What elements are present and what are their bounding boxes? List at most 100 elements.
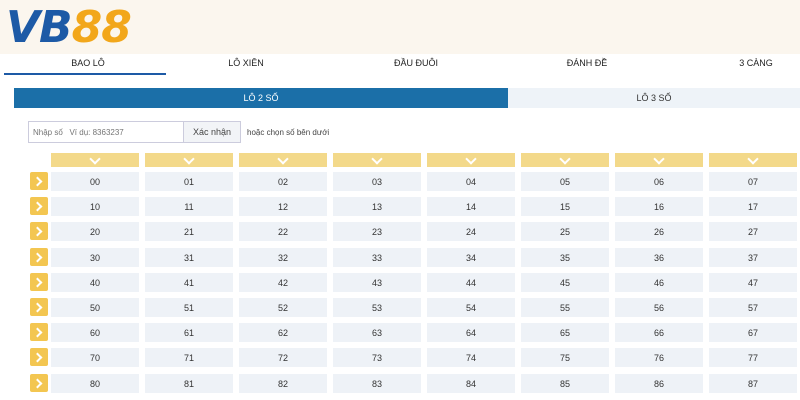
number-cell[interactable]: 24: [427, 222, 515, 241]
number-cell[interactable]: 11: [145, 197, 233, 216]
number-cell[interactable]: 44: [427, 273, 515, 292]
number-cell[interactable]: 15: [521, 197, 609, 216]
number-cell[interactable]: 74: [427, 348, 515, 367]
number-cell[interactable]: 54: [427, 298, 515, 317]
number-cell[interactable]: 02: [239, 172, 327, 191]
subtab-lo-3-so[interactable]: LÔ 3 SỐ: [508, 88, 800, 108]
column-select-button[interactable]: [51, 152, 139, 167]
number-cell[interactable]: 60: [51, 323, 139, 342]
number-cell[interactable]: 47: [709, 273, 797, 292]
number-cell[interactable]: 10: [51, 197, 139, 216]
row-select-button[interactable]: [30, 323, 48, 341]
column-select-button[interactable]: [333, 152, 421, 167]
number-cell[interactable]: 66: [615, 323, 703, 342]
number-cell[interactable]: 13: [333, 197, 421, 216]
number-cell[interactable]: 84: [427, 374, 515, 393]
number-cell[interactable]: 50: [51, 298, 139, 317]
number-cell[interactable]: 81: [145, 374, 233, 393]
number-cell[interactable]: 42: [239, 273, 327, 292]
number-cell[interactable]: 73: [333, 348, 421, 367]
column-select-button[interactable]: [615, 152, 703, 167]
number-cell[interactable]: 22: [239, 222, 327, 241]
number-cell[interactable]: 57: [709, 298, 797, 317]
number-cell[interactable]: 21: [145, 222, 233, 241]
tab-lo-xien[interactable]: LÔ XIÊN: [228, 58, 264, 68]
row-select-button[interactable]: [30, 172, 48, 190]
number-cell[interactable]: 65: [521, 323, 609, 342]
number-cell[interactable]: 23: [333, 222, 421, 241]
number-cell[interactable]: 52: [239, 298, 327, 317]
row-select-button[interactable]: [30, 374, 48, 392]
number-cell[interactable]: 61: [145, 323, 233, 342]
tab-bao-lo[interactable]: BAO LÔ: [71, 58, 105, 68]
number-cell[interactable]: 64: [427, 323, 515, 342]
subtab-lo-2-so[interactable]: LÔ 2 SỐ: [14, 88, 508, 108]
number-cell[interactable]: 46: [615, 273, 703, 292]
number-cell[interactable]: 53: [333, 298, 421, 317]
number-cell[interactable]: 71: [145, 348, 233, 367]
number-cell[interactable]: 67: [709, 323, 797, 342]
tab-dau-duoi[interactable]: ĐẦU ĐUÔI: [393, 58, 438, 68]
row-select-button[interactable]: [30, 197, 48, 215]
chevron-right-icon: [32, 201, 43, 211]
number-cell[interactable]: 62: [239, 323, 327, 342]
number-input[interactable]: [28, 121, 184, 143]
number-cell[interactable]: 55: [521, 298, 609, 317]
number-cell[interactable]: 35: [521, 248, 609, 267]
row-select-button[interactable]: [30, 298, 48, 316]
column-select-button[interactable]: [427, 152, 515, 167]
logo[interactable]: VB 88: [6, 2, 132, 53]
number-cell[interactable]: 87: [709, 374, 797, 393]
tab-danh-de[interactable]: ĐÁNH ĐỀ: [566, 58, 608, 68]
number-cell[interactable]: 80: [51, 374, 139, 393]
number-cell[interactable]: 25: [521, 222, 609, 241]
number-cell[interactable]: 70: [51, 348, 139, 367]
row-select-button[interactable]: [30, 348, 48, 366]
row-select-button[interactable]: [30, 248, 48, 266]
number-cell[interactable]: 43: [333, 273, 421, 292]
number-cell[interactable]: 05: [521, 172, 609, 191]
number-cell[interactable]: 82: [239, 374, 327, 393]
number-cell[interactable]: 26: [615, 222, 703, 241]
number-cell[interactable]: 36: [615, 248, 703, 267]
column-select-button[interactable]: [145, 152, 233, 167]
number-cell[interactable]: 31: [145, 248, 233, 267]
number-cell[interactable]: 12: [239, 197, 327, 216]
number-cell[interactable]: 14: [427, 197, 515, 216]
number-cell[interactable]: 86: [615, 374, 703, 393]
row-select-button[interactable]: [30, 222, 48, 240]
column-select-button[interactable]: [521, 152, 609, 167]
number-cell[interactable]: 45: [521, 273, 609, 292]
number-cell[interactable]: 16: [615, 197, 703, 216]
number-cell[interactable]: 77: [709, 348, 797, 367]
number-cell[interactable]: 03: [333, 172, 421, 191]
number-cell[interactable]: 85: [521, 374, 609, 393]
number-cell[interactable]: 04: [427, 172, 515, 191]
number-cell[interactable]: 37: [709, 248, 797, 267]
tab-3-cang[interactable]: 3 CÀNG: [739, 58, 773, 68]
number-cell[interactable]: 40: [51, 273, 139, 292]
number-cell[interactable]: 41: [145, 273, 233, 292]
number-cell[interactable]: 33: [333, 248, 421, 267]
row-select-button[interactable]: [30, 273, 48, 291]
number-cell[interactable]: 76: [615, 348, 703, 367]
number-cell[interactable]: 63: [333, 323, 421, 342]
number-cell[interactable]: 51: [145, 298, 233, 317]
column-select-button[interactable]: [239, 152, 327, 167]
number-cell[interactable]: 72: [239, 348, 327, 367]
number-cell[interactable]: 75: [521, 348, 609, 367]
number-cell[interactable]: 34: [427, 248, 515, 267]
number-cell[interactable]: 20: [51, 222, 139, 241]
confirm-button[interactable]: Xác nhận: [183, 121, 241, 143]
number-cell[interactable]: 32: [239, 248, 327, 267]
column-select-button[interactable]: [709, 152, 797, 167]
number-cell[interactable]: 83: [333, 374, 421, 393]
number-cell[interactable]: 27: [709, 222, 797, 241]
number-cell[interactable]: 30: [51, 248, 139, 267]
number-cell[interactable]: 01: [145, 172, 233, 191]
number-cell[interactable]: 06: [615, 172, 703, 191]
number-cell[interactable]: 17: [709, 197, 797, 216]
number-cell[interactable]: 56: [615, 298, 703, 317]
number-cell[interactable]: 07: [709, 172, 797, 191]
number-cell[interactable]: 00: [51, 172, 139, 191]
